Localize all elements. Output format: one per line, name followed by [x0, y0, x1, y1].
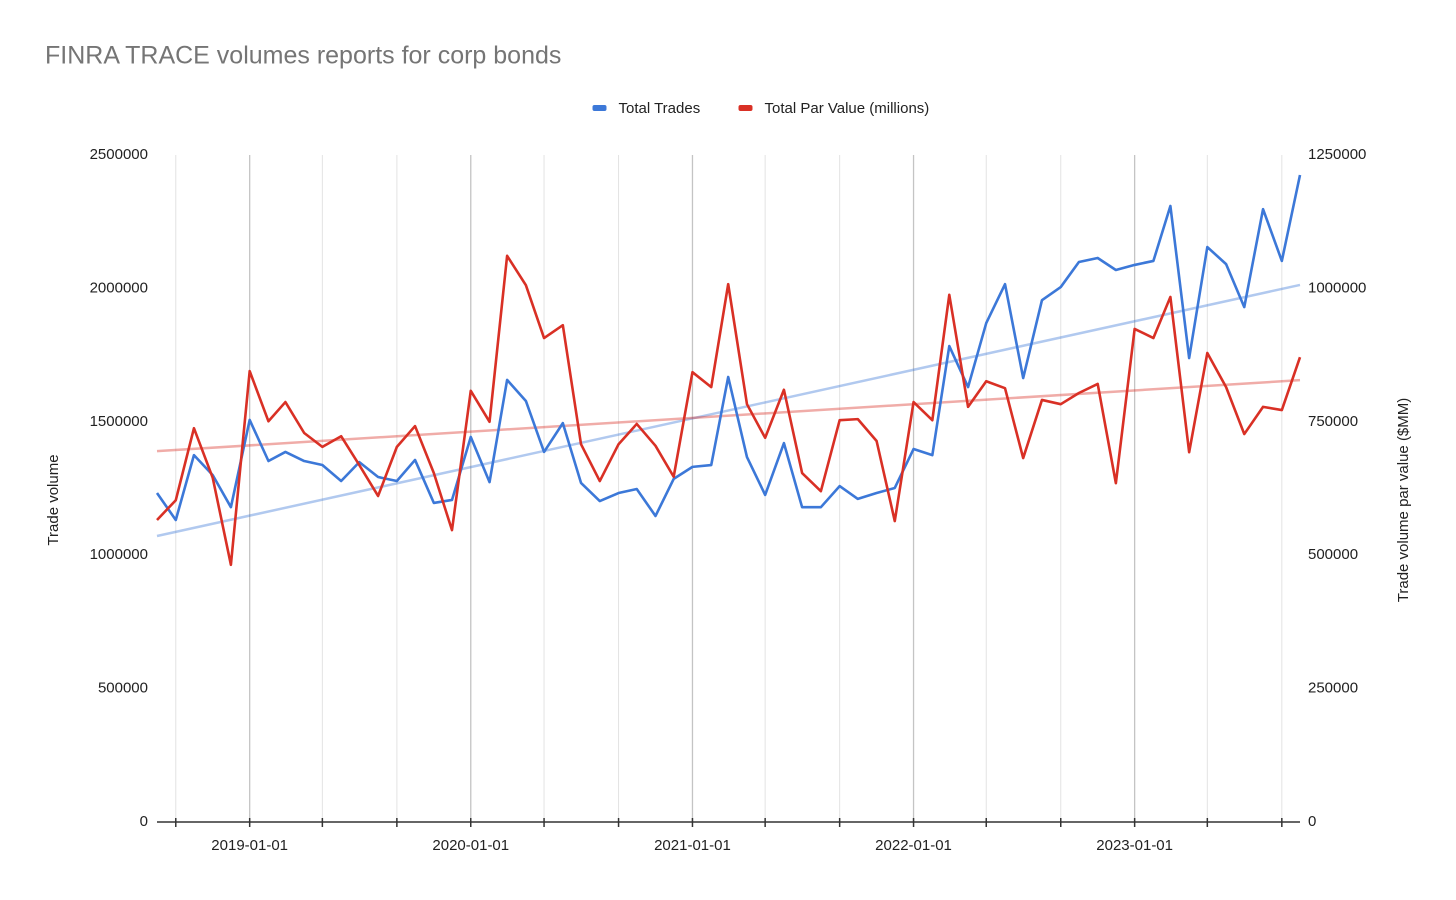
legend-swatch — [738, 105, 753, 111]
series-line — [155, 174, 1302, 522]
legend-label: Total Trades — [619, 100, 701, 117]
trendline — [156, 378, 1301, 453]
y2-tick-label: 500000 — [1308, 546, 1358, 563]
y-tick-label: 1000000 — [90, 546, 148, 563]
y2-tick-label: 1250000 — [1308, 146, 1366, 163]
y-tick-label: 2500000 — [90, 146, 148, 163]
series-line — [156, 254, 1302, 567]
x-tick-label: 2022-01-01 — [875, 837, 952, 854]
y-tick-label: 0 — [140, 813, 148, 830]
y-tick-label: 1500000 — [90, 413, 148, 430]
y-axis-title: Trade volume — [45, 454, 62, 545]
y2-tick-label: 0 — [1308, 813, 1316, 830]
y2-tick-label: 1000000 — [1308, 279, 1366, 296]
y2-axis-title: Trade volume par value ($MM) — [1395, 398, 1412, 603]
x-tick-label: 2020-01-01 — [432, 837, 509, 854]
legend-label: Total Par Value (millions) — [765, 100, 930, 117]
trendline — [156, 283, 1301, 538]
y-tick-label: 500000 — [98, 680, 148, 697]
x-tick-label: 2019-01-01 — [211, 837, 288, 854]
legend-swatch — [592, 105, 607, 111]
y-tick-label: 2000000 — [90, 279, 148, 296]
y2-tick-label: 250000 — [1308, 680, 1358, 697]
y2-tick-label: 750000 — [1308, 413, 1358, 430]
chart-title: FINRA TRACE volumes reports for corp bon… — [45, 42, 561, 70]
x-tick-label: 2023-01-01 — [1096, 837, 1173, 854]
x-tick-label: 2021-01-01 — [654, 837, 731, 854]
